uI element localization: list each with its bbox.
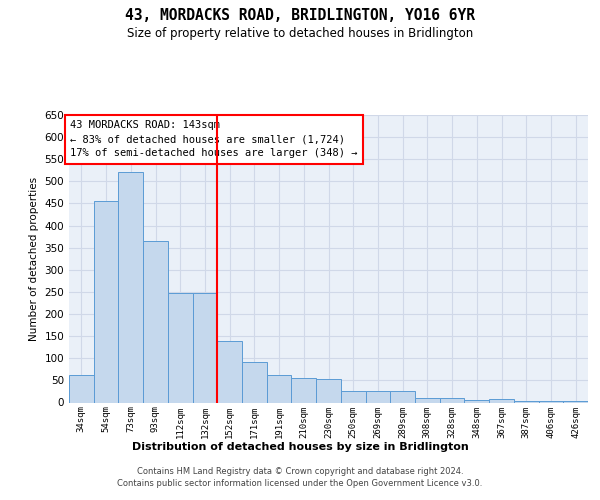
Bar [514,401,539,402]
Text: Contains HM Land Registry data © Crown copyright and database right 2024.
Contai: Contains HM Land Registry data © Crown c… [118,466,482,487]
Bar [390,390,415,402]
Bar [365,391,390,402]
Bar [440,398,464,402]
Bar [563,401,588,402]
Bar [143,241,168,402]
Text: Distribution of detached houses by size in Bridlington: Distribution of detached houses by size … [131,442,469,452]
Bar [118,172,143,402]
Bar [316,379,341,402]
Bar [267,375,292,402]
Bar [292,378,316,402]
Bar [539,400,563,402]
Bar [69,375,94,402]
Bar [489,399,514,402]
Text: 43 MORDACKS ROAD: 143sqm
← 83% of detached houses are smaller (1,724)
17% of sem: 43 MORDACKS ROAD: 143sqm ← 83% of detach… [70,120,358,158]
Bar [242,362,267,403]
Text: 43, MORDACKS ROAD, BRIDLINGTON, YO16 6YR: 43, MORDACKS ROAD, BRIDLINGTON, YO16 6YR [125,8,475,22]
Text: Size of property relative to detached houses in Bridlington: Size of property relative to detached ho… [127,28,473,40]
Bar [94,201,118,402]
Bar [341,391,365,402]
Bar [217,342,242,402]
Y-axis label: Number of detached properties: Number of detached properties [29,176,39,341]
Bar [168,293,193,403]
Bar [464,400,489,402]
Bar [415,398,440,402]
Bar [193,293,217,403]
